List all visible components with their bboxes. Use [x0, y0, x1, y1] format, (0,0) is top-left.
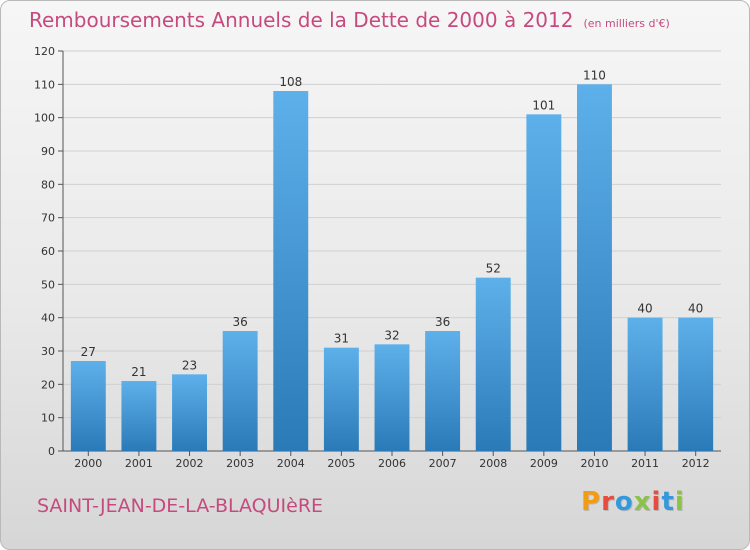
bar-2011[interactable] [627, 317, 663, 451]
bars [70, 84, 714, 451]
x-tick-label: 2008 [479, 457, 507, 470]
x-tick-label: 2009 [530, 457, 558, 470]
bar-2010[interactable] [576, 84, 612, 451]
bar-2004[interactable] [273, 91, 309, 451]
x-tick-label: 2010 [580, 457, 608, 470]
y-tick-label: 60 [41, 245, 55, 258]
bar-2009[interactable] [526, 114, 562, 451]
bar-2002[interactable] [172, 374, 208, 451]
x-tick-label: 2001 [125, 457, 153, 470]
proxiti-logo[interactable]: Proxiti [581, 487, 685, 517]
bar-2007[interactable] [425, 331, 461, 451]
title-text: Remboursements Annuels de la Dette de 20… [29, 8, 574, 32]
logo-letter: x [633, 487, 652, 517]
y-tick-label: 110 [34, 78, 55, 91]
x-tick-label: 2002 [176, 457, 204, 470]
data-label: 110 [583, 68, 606, 82]
y-tick-label: 10 [41, 412, 55, 425]
bar-2001[interactable] [121, 381, 157, 451]
y-tick-label: 50 [41, 278, 55, 291]
x-tick-label: 2007 [429, 457, 457, 470]
data-label: 32 [384, 328, 399, 342]
data-label: 108 [279, 75, 302, 89]
commune-name: SAINT-JEAN-DE-LA-BLAQUIèRE [37, 495, 324, 517]
logo-letter: t [661, 487, 675, 517]
data-label: 21 [131, 365, 146, 379]
data-label: 40 [637, 302, 652, 316]
bar-2000[interactable] [70, 361, 106, 451]
data-label: 52 [486, 262, 501, 276]
logo-letter: i [674, 487, 685, 517]
y-tick-label: 40 [41, 312, 55, 325]
labels: 0 10 20 30 40 50 60 70 80 90 100 110 120 27 2000 21 2001… [34, 45, 710, 470]
y-tick-label: 90 [41, 145, 55, 158]
data-label: 27 [81, 345, 96, 359]
bar-2008[interactable] [475, 277, 511, 451]
bar-2003[interactable] [222, 331, 258, 451]
data-label: 31 [334, 332, 349, 346]
y-tick-label: 70 [41, 212, 55, 225]
logo-letter: i [651, 487, 662, 517]
x-tick-label: 2000 [74, 457, 102, 470]
x-tick-label: 2005 [327, 457, 355, 470]
y-tick-label: 120 [34, 45, 55, 58]
x-tick-label: 2003 [226, 457, 254, 470]
data-label: 40 [688, 302, 703, 316]
logo-letter: o [614, 487, 634, 517]
logo-letter: P [581, 487, 602, 517]
title-unit: (en milliers d'€) [583, 17, 670, 30]
bar-2012[interactable] [678, 317, 714, 451]
bar-2006[interactable] [374, 344, 410, 451]
x-tick-label: 2011 [631, 457, 659, 470]
data-label: 36 [435, 315, 450, 329]
logo-letter: r [601, 487, 615, 517]
y-tick-label: 100 [34, 112, 55, 125]
x-tick-label: 2004 [277, 457, 305, 470]
y-tick-label: 80 [41, 178, 55, 191]
y-tick-label: 30 [41, 345, 55, 358]
bar-2005[interactable] [323, 347, 359, 451]
chart-title: Remboursements Annuels de la Dette de 20… [29, 8, 670, 32]
data-label: 23 [182, 358, 197, 372]
x-tick-label: 2006 [378, 457, 406, 470]
y-tick-label: 0 [48, 445, 55, 458]
data-label: 101 [532, 98, 555, 112]
x-tick-label: 2012 [682, 457, 710, 470]
data-label: 36 [233, 315, 248, 329]
y-tick-label: 20 [41, 378, 55, 391]
